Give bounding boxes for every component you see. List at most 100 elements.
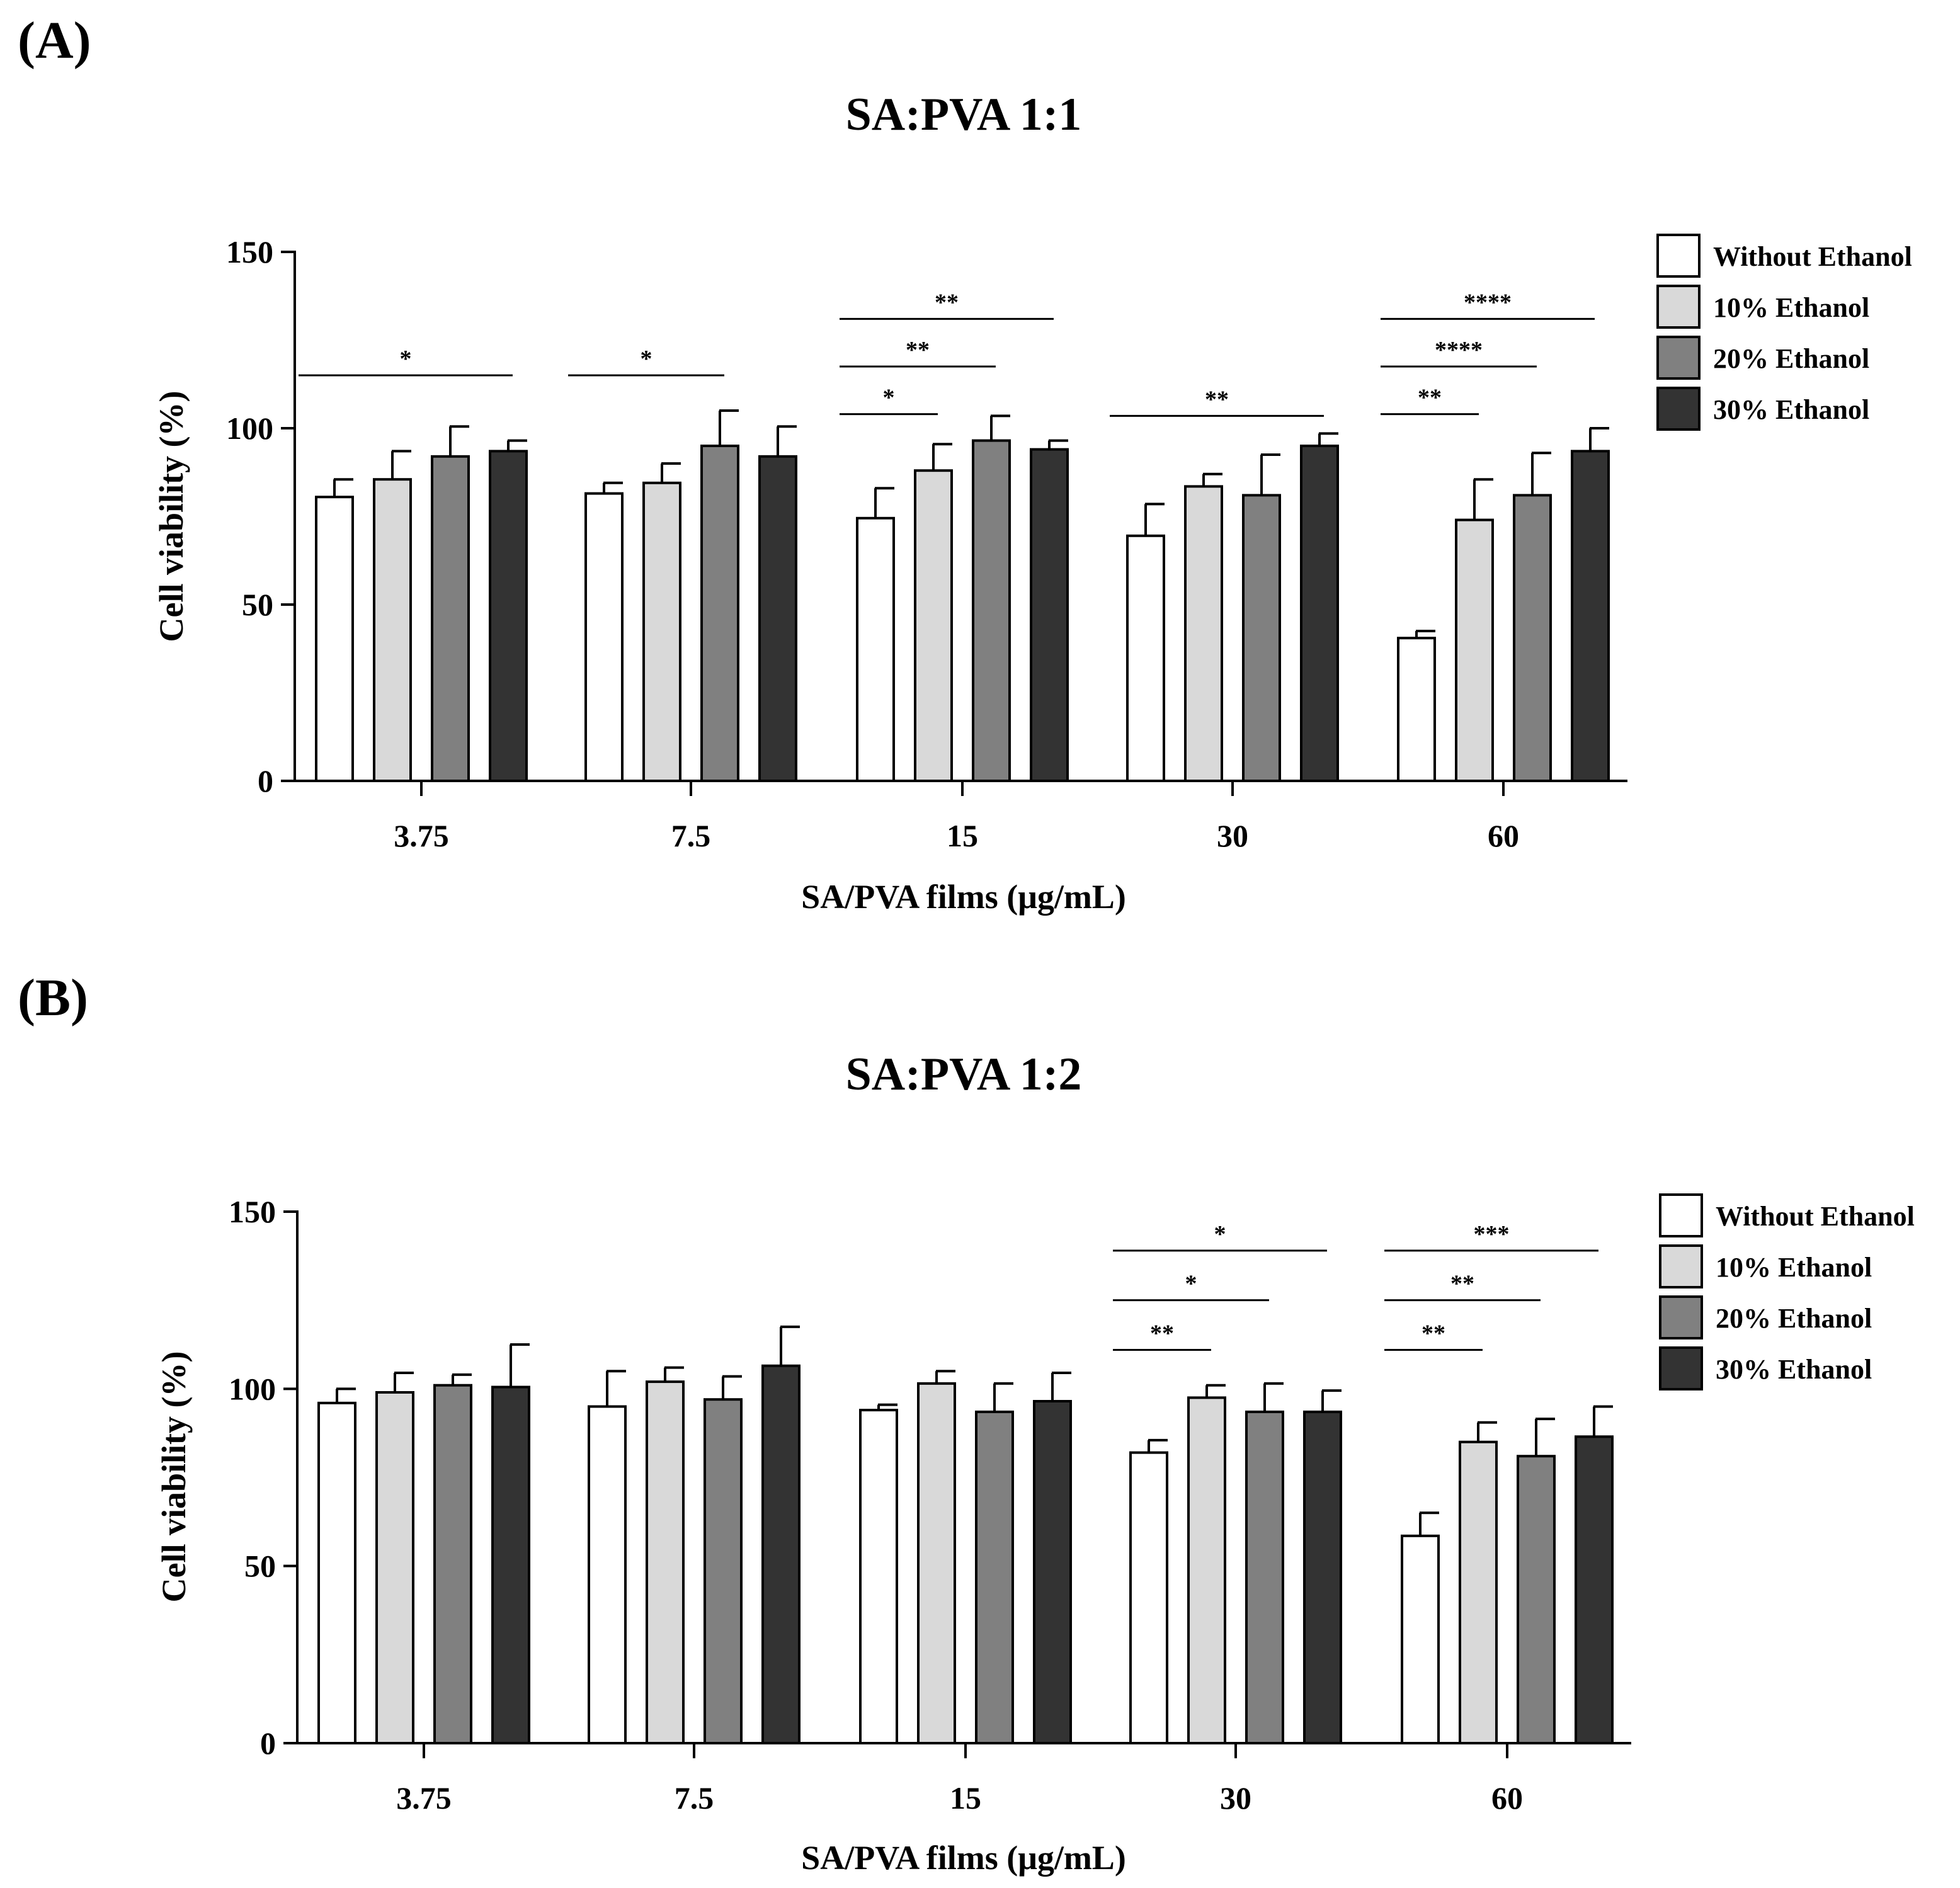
panel-b-bar [1187,1396,1226,1744]
panel-a-x-tick-label: 60 [1488,818,1519,853]
panel-b-x-tick-label: 3.75 [396,1780,452,1816]
panel-a-bar [856,516,895,782]
panel-b-x-axis-label: SA/PVA films (μg/mL) [801,1839,1126,1877]
panel-a-significance-label: **** [1435,337,1483,363]
panel-b-legend-swatch [1659,1244,1703,1288]
panel-b-y-tick-label: 150 [229,1194,276,1229]
panel-a-legend-label: Without Ethanol [1713,241,1912,272]
panel-a-legend-swatch [1656,234,1701,278]
panel-b-legend-label: Without Ethanol [1716,1201,1915,1232]
panel-a-x-tick-label: 3.75 [394,818,449,853]
panel-a-y-tick-label: 150 [226,234,273,270]
panel-a-bar [1300,445,1339,782]
panel-b-significance-label: ** [1450,1271,1474,1297]
panel-b-y-tick-label: 0 [260,1726,276,1761]
panel-b-label: (B) [18,969,88,1027]
panel-b-legend-swatch [1659,1295,1703,1339]
panel-b-bar [1303,1410,1342,1745]
panel-b-significance-label: * [1214,1221,1226,1248]
panel-a-significance-label: * [400,346,412,372]
panel-a-legend-swatch [1656,285,1701,329]
panel-a-y-axis-label: Cell viability (%) [152,391,190,642]
panel-a-bar [914,469,953,782]
panel-a-bar [1397,637,1436,783]
panel-a-label: (A) [18,11,91,70]
panel-b-bar [491,1385,530,1744]
panel-b-bar [1575,1435,1614,1744]
panel-b-title: SA:PVA 1:2 [846,1049,1082,1100]
panel-b-bar [1401,1534,1440,1745]
panel-a-y-tick-label: 100 [226,411,273,446]
panel-a-bar [1242,494,1281,783]
panel-a-significance-label: ** [1418,385,1442,411]
panel-b-x-tick-label: 60 [1491,1780,1523,1816]
panel-b-bar [433,1384,472,1745]
panel-a-bar [972,439,1011,782]
panel-a-y-tick-label: 0 [258,763,273,799]
panel-b-bar [761,1364,801,1744]
panel-b-x-tick-label: 7.5 [675,1780,714,1816]
panel-b-bar [1245,1410,1284,1745]
panel-a-significance-label: * [883,385,895,411]
panel-b-x-tick-label: 30 [1220,1780,1251,1816]
panel-b-y-tick-label: 100 [229,1371,276,1406]
panel-a-significance-label: **** [1464,289,1512,316]
panel-a-legend-label: 10% Ethanol [1713,292,1869,323]
panel-a-x-tick-label: 15 [947,818,978,853]
panel-a-bar [315,496,354,782]
panel-a-bar [1184,485,1223,783]
panel-b-bar [588,1405,627,1744]
panel-a-bar [1126,534,1165,782]
panel-b-y-tick-label: 50 [244,1549,276,1584]
panel-b-bar [917,1382,956,1744]
panel-a-significance-label: ** [935,289,959,316]
panel-a-x-axis-label: SA/PVA films (μg/mL) [801,878,1126,916]
panel-a-bar [431,455,470,782]
panel-b-significance-label: ** [1150,1320,1174,1346]
panel-b-significance-label: ** [1422,1320,1445,1346]
panel-b-bar [1459,1440,1498,1745]
panel-a-x-tick-label: 30 [1217,818,1248,853]
panel-b-legend-swatch [1659,1193,1703,1237]
panel-b-bar [704,1398,743,1745]
panel-b-bar [1129,1451,1168,1744]
panel-b-legend-label: 10% Ethanol [1716,1252,1872,1283]
panel-b-legend-swatch [1659,1346,1703,1390]
panel-a-y-tick-label: 50 [242,587,273,622]
panel-a-legend-label: 30% Ethanol [1713,394,1869,425]
panel-b-x-tick-label: 15 [950,1780,981,1816]
panel-b-legend-label: 30% Ethanol [1716,1354,1872,1385]
panel-a-bar [642,481,681,782]
panel-a-bar [1571,450,1610,782]
panel-a-legend-swatch [1656,336,1701,380]
panel-a-significance-label: ** [1205,386,1229,412]
panel-b-significance-label: * [1185,1271,1197,1297]
panel-a-x-tick-label: 7.5 [671,818,711,853]
panel-b-bar [1033,1400,1072,1744]
panel-a-bar [700,445,739,782]
panel-b-bar [317,1401,356,1745]
panel-b-bar [859,1409,898,1744]
panel-b-bar [375,1390,414,1744]
panel-b-bar [646,1380,685,1745]
panel-a-bar [758,455,797,782]
panel-a-legend-label: 20% Ethanol [1713,343,1869,374]
panel-a-bar [1513,494,1552,783]
panel-a-bar [489,450,528,782]
panel-b-y-axis-label: Cell viability (%) [155,1351,193,1603]
panel-a-title: SA:PVA 1:1 [846,89,1082,140]
panel-b-bar [975,1410,1014,1745]
panel-a-bar [373,478,412,782]
panel-a-bar [1030,448,1069,782]
panel-a-significance-label: ** [906,337,930,363]
panel-b-legend-label: 20% Ethanol [1716,1303,1872,1334]
panel-b-bar [1517,1455,1556,1744]
panel-a-bar [584,492,624,782]
panel-a-legend-swatch [1656,387,1701,431]
panel-b-significance-label: *** [1474,1221,1510,1248]
panel-a-significance-label: * [641,346,652,372]
panel-a-bar [1455,518,1494,782]
